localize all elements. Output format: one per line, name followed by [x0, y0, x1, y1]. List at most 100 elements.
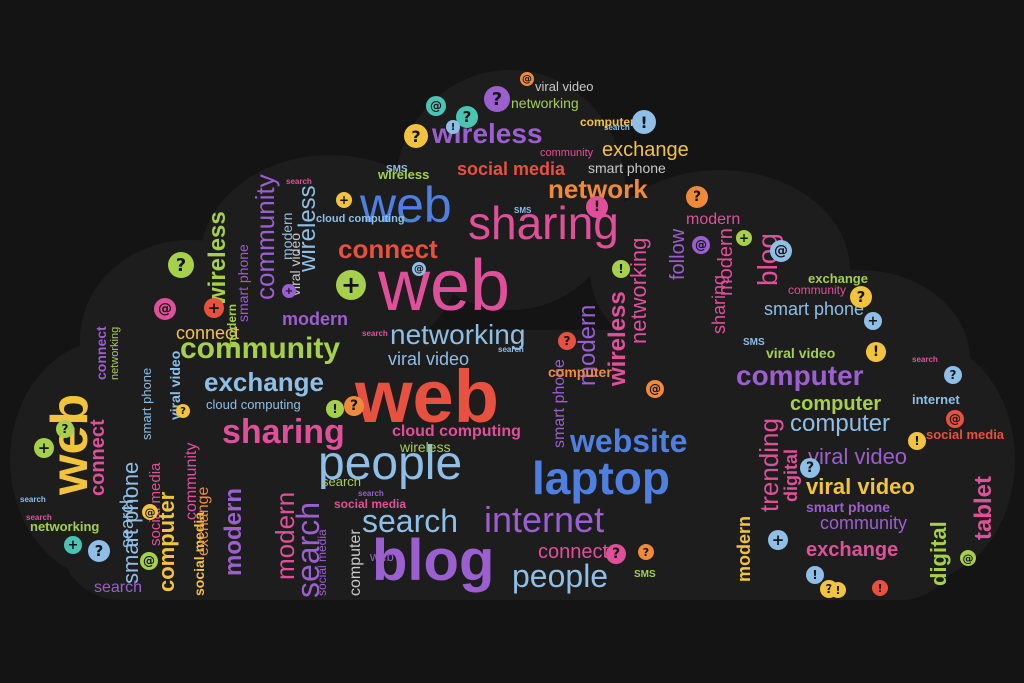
cloud-word: cloud computing	[392, 423, 521, 440]
question-bubble-icon: ?	[404, 124, 428, 148]
cloud-word: networking	[109, 326, 121, 380]
at-sign-icon: @	[646, 380, 664, 398]
cloud-word: community	[788, 283, 847, 297]
question-bubble-icon: ?	[850, 286, 872, 308]
exclamation-bubble-icon: !	[326, 400, 344, 418]
cloud-word: computer	[790, 393, 882, 415]
exclamation-bubble-icon: !	[446, 120, 460, 134]
cloud-word: modern	[734, 515, 754, 582]
cloud-word: exchange	[602, 139, 689, 161]
cloud-word: laptop	[532, 452, 670, 504]
question-bubble-icon: ?	[558, 332, 576, 350]
at-sign-icon: @	[692, 236, 710, 254]
question-bubble-icon: ?	[456, 106, 478, 128]
cloud-word: search	[322, 474, 362, 489]
cloud-word: search	[20, 495, 46, 504]
cloud-word: search	[912, 355, 938, 364]
plus-bubble-icon: +	[336, 192, 352, 208]
cloud-word: modern	[686, 211, 741, 228]
cloud-word: viral video	[535, 79, 594, 94]
cloud-word: computer	[790, 410, 891, 437]
at-sign-icon: @	[770, 240, 792, 262]
cloud-word: connect	[176, 323, 240, 343]
cloud-word: web	[370, 549, 394, 564]
plus-bubble-icon: +	[864, 312, 882, 330]
cloud-word: connect	[338, 234, 438, 264]
cloud-word: computer	[347, 529, 364, 596]
cloud-word: social media	[315, 529, 329, 596]
cloud-word: smart phone	[806, 499, 891, 515]
plus-bubble-icon: +	[64, 536, 82, 554]
exclamation-bubble-icon: !	[612, 260, 630, 278]
cloud-word: computer	[548, 364, 612, 380]
at-sign-icon: @	[426, 96, 446, 116]
exclamation-bubble-icon: !	[830, 582, 846, 598]
cloud-word: sharing	[709, 274, 729, 334]
cloud-word: tablet	[970, 475, 997, 540]
cloud-word: search	[358, 489, 384, 498]
cloud-word: wireless	[400, 439, 451, 455]
cloud-word: smart phone	[139, 367, 154, 440]
cloud-word: smart phone	[764, 299, 865, 319]
exclamation-bubble-icon: !	[866, 342, 886, 362]
plus-bubble-icon: +	[336, 270, 366, 300]
cloud-word: computer	[736, 360, 864, 391]
cloud-word: wireless	[204, 211, 231, 306]
cloud-word: search	[604, 123, 630, 132]
question-bubble-icon: ?	[484, 86, 510, 112]
cloud-word: exchange	[808, 271, 868, 286]
question-bubble-icon: ?	[944, 366, 962, 384]
cloud-word: computer	[580, 115, 635, 129]
cloud-word: cloud computing	[206, 397, 301, 412]
cloud-word: exchange	[204, 367, 324, 397]
cloud-word: search	[498, 345, 524, 354]
cloud-word: exchange	[806, 539, 899, 561]
cloud-word: SMS	[514, 206, 532, 215]
cloud-word: networking	[626, 237, 651, 344]
cloud-word: web	[360, 177, 452, 233]
cloud-word: SMS	[386, 164, 408, 175]
cloud-word: search	[362, 329, 388, 338]
cloud-word: wireless	[378, 167, 430, 182]
exclamation-bubble-icon: !	[872, 580, 888, 596]
question-bubble-icon: ?	[686, 186, 708, 208]
cloud-word: sharing	[222, 413, 345, 451]
cloud-word: community	[820, 513, 908, 533]
at-sign-icon: @	[412, 262, 426, 276]
exclamation-bubble-icon: !	[806, 566, 824, 584]
question-bubble-icon: ?	[56, 420, 74, 438]
cloud-word: smart phone	[588, 160, 666, 176]
cloud-word: trending	[754, 418, 784, 512]
exclamation-bubble-icon: !	[632, 110, 656, 134]
cloud-word: internet	[912, 392, 960, 407]
cloud-word: search	[117, 493, 137, 548]
cloud-word: networking	[30, 519, 100, 534]
question-bubble-icon: ?	[638, 544, 654, 560]
cloud-word: modern	[279, 212, 295, 260]
cloud-word: modern	[225, 303, 239, 348]
cloud-word: community	[180, 332, 341, 365]
cloud-word: viral video	[388, 349, 470, 369]
question-bubble-icon: ?	[176, 404, 190, 418]
at-sign-icon: @	[946, 410, 964, 428]
cloud-word: web	[355, 355, 499, 438]
cloud-word: search	[362, 503, 459, 539]
cloud-word: computer	[154, 491, 179, 592]
cloud-word: digital	[781, 449, 801, 502]
cloud-word: connect	[93, 326, 109, 380]
at-sign-icon: @	[154, 298, 176, 320]
plus-bubble-icon: +	[34, 438, 54, 458]
cloud-word: community	[540, 147, 594, 159]
exclamation-bubble-icon: !	[586, 196, 608, 218]
cloud-word: viral video	[808, 444, 908, 469]
cloud-word: internet	[484, 499, 605, 540]
plus-bubble-icon: +	[204, 298, 224, 318]
cloud-word: people	[512, 558, 609, 594]
cloud-word: SMS	[743, 337, 765, 348]
at-sign-icon: @	[520, 72, 534, 86]
cloud-word: modern	[220, 487, 247, 576]
cloud-word: social media	[334, 497, 407, 511]
cloud-word: connect	[87, 419, 109, 496]
at-sign-icon: @	[140, 552, 158, 570]
